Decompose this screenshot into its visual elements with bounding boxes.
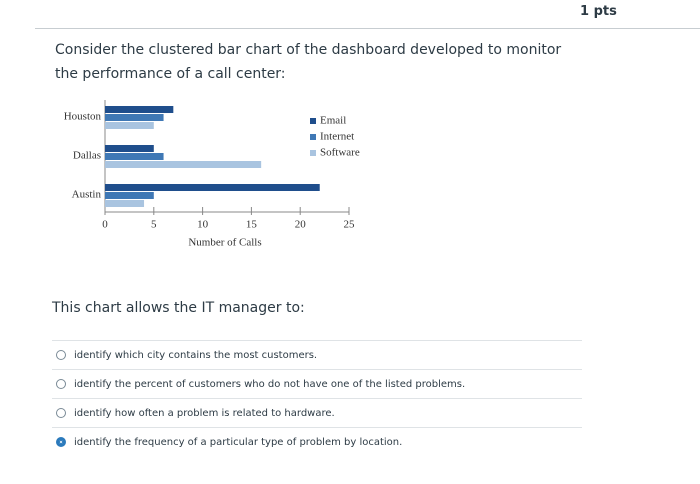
bar bbox=[105, 145, 154, 152]
option-text[interactable]: identify which city contains the most cu… bbox=[74, 349, 318, 361]
x-tick-label: 25 bbox=[344, 219, 356, 231]
legend-label: Software bbox=[320, 147, 360, 159]
bar bbox=[105, 192, 154, 199]
option[interactable]: identify how often a problem is related … bbox=[52, 398, 582, 427]
legend-swatch bbox=[310, 150, 316, 156]
option[interactable]: identify which city contains the most cu… bbox=[52, 340, 582, 369]
options: identify which city contains the most cu… bbox=[52, 340, 582, 456]
option-text[interactable]: identify the frequency of a particular t… bbox=[74, 436, 403, 448]
header-rule bbox=[35, 28, 700, 29]
radio[interactable] bbox=[56, 379, 66, 389]
x-tick-label: 0 bbox=[102, 219, 108, 231]
bar bbox=[105, 200, 145, 207]
legend-label: Email bbox=[320, 115, 346, 127]
y-tick-label: Dallas bbox=[73, 150, 101, 162]
option[interactable]: identify the percent of customers who do… bbox=[52, 369, 582, 398]
legend-label: Internet bbox=[320, 131, 354, 143]
bar bbox=[105, 184, 320, 191]
bar bbox=[105, 161, 262, 168]
bar bbox=[105, 153, 164, 160]
x-tick-label: 10 bbox=[197, 219, 209, 231]
bar bbox=[105, 106, 174, 113]
radio[interactable] bbox=[56, 408, 66, 418]
option[interactable]: identify the frequency of a particular t… bbox=[52, 427, 582, 456]
x-tick-label: 15 bbox=[246, 219, 258, 231]
option-text[interactable]: identify how often a problem is related … bbox=[74, 407, 335, 419]
option-text[interactable]: identify the percent of customers who do… bbox=[74, 378, 466, 390]
legend-swatch bbox=[310, 118, 316, 124]
y-tick-label: Houston bbox=[64, 111, 102, 123]
legend-swatch bbox=[310, 134, 316, 140]
x-tick-label: 20 bbox=[295, 219, 307, 231]
radio[interactable] bbox=[56, 437, 66, 447]
bar bbox=[105, 122, 154, 129]
points: 1 pts bbox=[580, 4, 617, 19]
x-axis-label: Number of Calls bbox=[188, 237, 261, 249]
radio[interactable] bbox=[56, 350, 66, 360]
bar bbox=[105, 114, 164, 121]
question-text: Consider the clustered bar chart of the … bbox=[55, 42, 562, 82]
x-tick-label: 5 bbox=[151, 219, 157, 231]
y-tick-label: Austin bbox=[72, 189, 102, 201]
prompt: This chart allows the IT manager to: bbox=[52, 300, 305, 316]
